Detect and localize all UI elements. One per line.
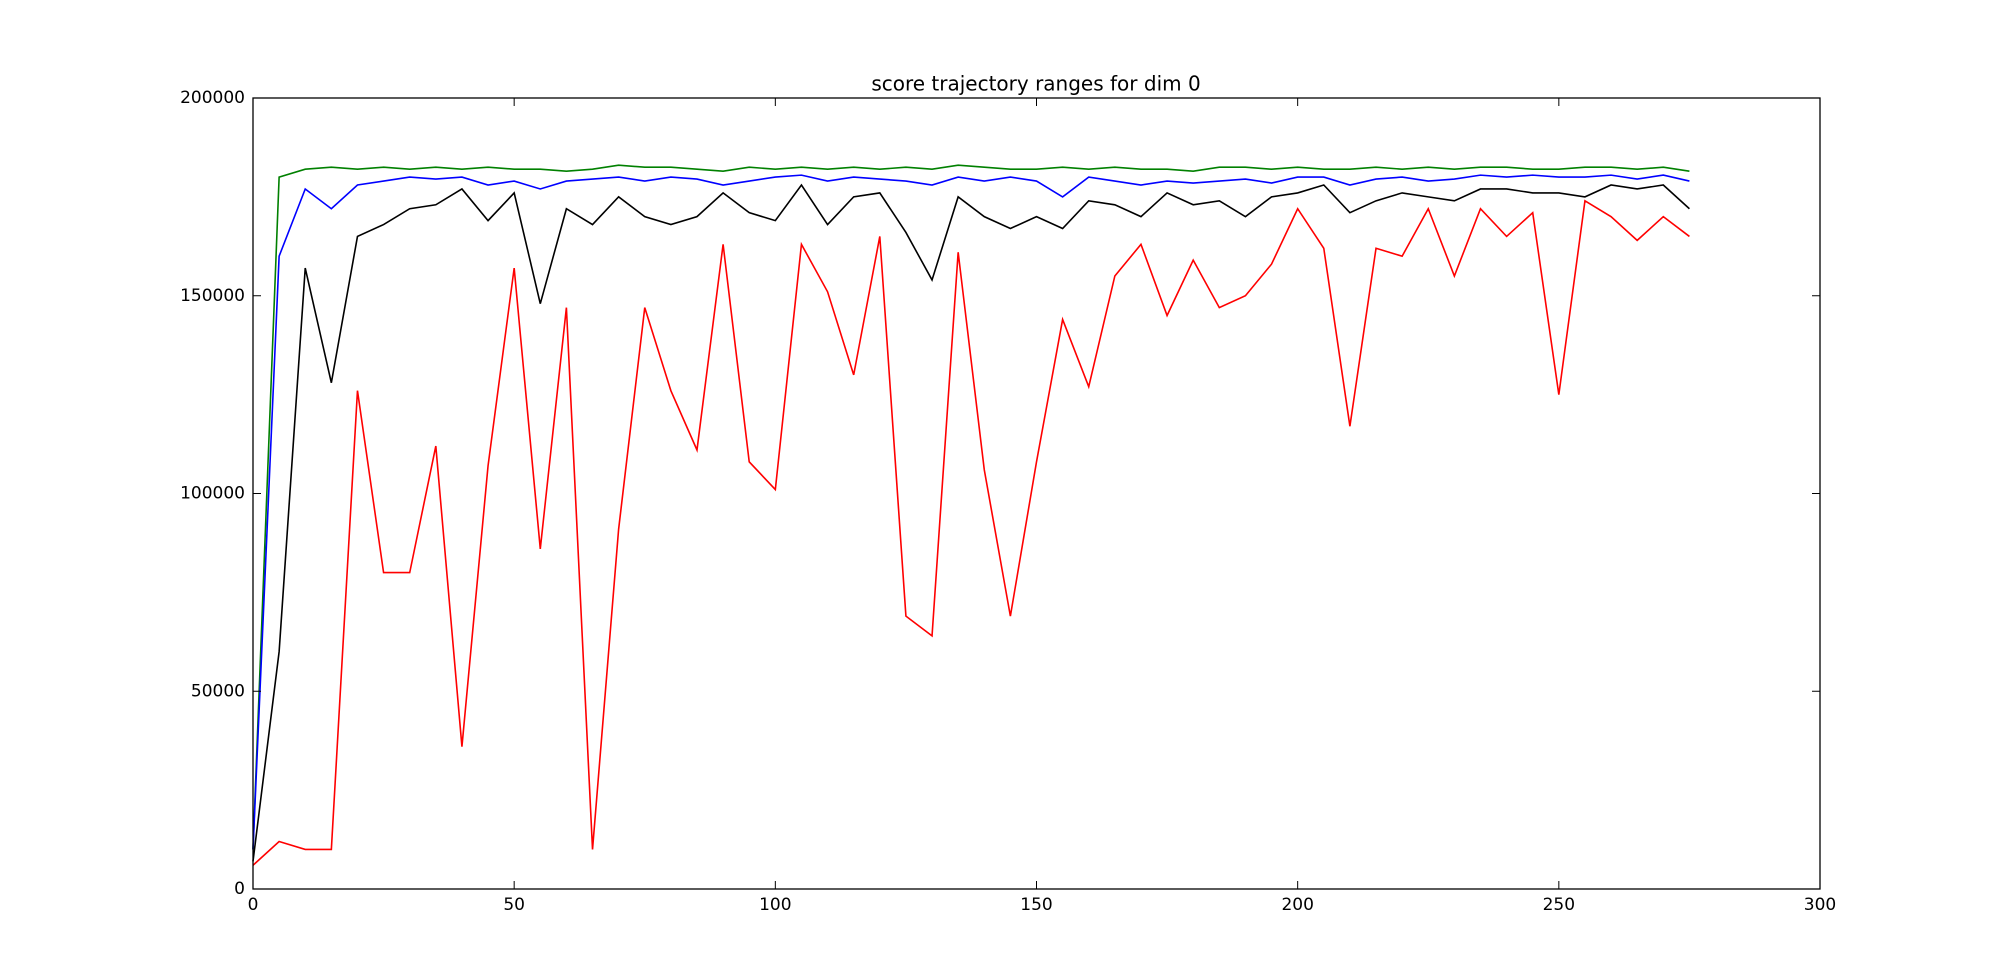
y-tick-label: 50000 bbox=[191, 681, 245, 701]
x-tick-label: 250 bbox=[1543, 895, 1575, 915]
series-line bbox=[252, 183, 1690, 862]
x-tick-label: 50 bbox=[503, 895, 525, 915]
x-tick-label: 300 bbox=[1804, 895, 1836, 915]
x-tick-label: 0 bbox=[248, 895, 259, 915]
x-tick-label: 150 bbox=[1020, 895, 1052, 915]
chart-title: score trajectory ranges for dim 0 bbox=[871, 72, 1200, 96]
y-tick-label: 150000 bbox=[180, 286, 245, 306]
y-tick-label: 0 bbox=[234, 879, 245, 899]
series-line bbox=[252, 199, 1690, 866]
series-line bbox=[252, 174, 1690, 850]
y-tick-label: 100000 bbox=[180, 484, 245, 504]
x-tick-label: 200 bbox=[1281, 895, 1313, 915]
x-tick-label: 100 bbox=[759, 895, 791, 915]
y-tick-label: 200000 bbox=[180, 88, 245, 108]
series-line bbox=[252, 164, 1690, 850]
